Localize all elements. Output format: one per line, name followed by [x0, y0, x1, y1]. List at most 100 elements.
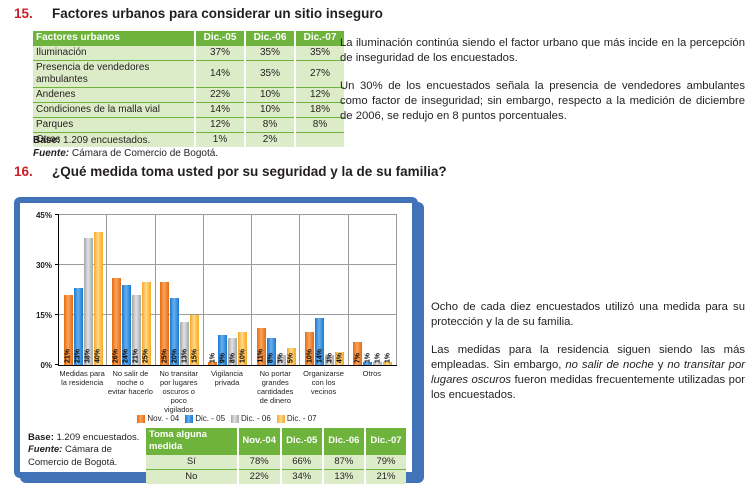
table-cell: 12%	[294, 87, 344, 103]
table-cell: Iluminación	[33, 45, 195, 61]
chart-bar: 20%	[170, 298, 180, 365]
chart-bar: 40%	[93, 231, 103, 365]
table-header-row: Toma alguna medida Nov.-04 Dic.-05 Dic.-06 D…	[146, 428, 406, 455]
table-cell: 2%	[244, 132, 295, 147]
table-cell: 14%	[194, 102, 245, 118]
italic-text-run: no salir de noche	[565, 359, 654, 372]
section16-title: ¿Qué medida toma usted por su seguridad …	[52, 164, 447, 179]
chart-bar-label: 38%	[84, 348, 92, 363]
fuente-text: Cámara de Comercio de Bogotá.	[28, 444, 118, 468]
table-cell: 22%	[236, 469, 281, 484]
table-header-cell: Dic.-05	[279, 428, 323, 455]
section15-text: La iluminación continúa siendo el factor…	[340, 36, 745, 137]
table-cell: 8%	[244, 117, 295, 133]
chart-group: 10% 14% 3% 4%	[300, 215, 348, 365]
chart-bar: 14%	[315, 318, 325, 365]
legend-label: Nov. - 04	[147, 414, 180, 423]
y-axis-tick	[55, 364, 59, 365]
chart-bar: 1%	[373, 353, 383, 365]
section16-number: 16.	[14, 164, 33, 179]
section16-paragraph-2: Las medidas para la residencia siguen si…	[431, 343, 745, 403]
chart-bar-label: 13%	[181, 348, 189, 363]
chart-group: 25% 20% 13% 15%	[156, 215, 204, 365]
chart-category-label: No portar grandes cantidades de dinero	[257, 369, 294, 405]
chart-plot: 21% 23% 38% 40% 26% 24% 21% 25% 25% 20% 13% 15% 1% 9%…	[55, 214, 397, 366]
gridline-horizontal	[59, 214, 397, 215]
table-header-cell: Factores urbanos	[33, 31, 195, 46]
chart-bar-label: 15%	[191, 348, 199, 363]
table-header-cell: Dic.-06	[244, 31, 295, 46]
chart-bar: 21%	[131, 295, 141, 365]
table-cell: 35%	[244, 45, 295, 61]
legend-item: Dic. - 06	[231, 414, 271, 423]
table-cell: 10%	[244, 102, 295, 118]
table-cell: 87%	[321, 454, 365, 470]
table-header-cell: Toma alguna medida	[146, 428, 238, 455]
table-cell: 35%	[244, 60, 295, 88]
legend-label: Dic. - 06	[241, 414, 271, 423]
table-cell: 21%	[363, 469, 406, 484]
chart-bar-label: 26%	[112, 348, 120, 363]
base-label: Base:	[33, 135, 61, 146]
chart-groups: 21% 23% 38% 40% 26% 24% 21% 25% 25% 20% 13% 15% 1% 9%…	[59, 215, 397, 365]
section16-text: Ocho de cada diez encuestados utilizó un…	[431, 300, 745, 416]
text-run: y	[653, 359, 668, 372]
chart-bar: 1%	[208, 353, 218, 365]
table-header-cell: Dic.-07	[363, 428, 406, 455]
chart-bar: 25%	[141, 281, 151, 365]
chart-bar: 23%	[73, 288, 83, 365]
y-axis-tick	[55, 314, 59, 315]
chart-category-label: Otros	[362, 369, 381, 378]
table-cell: 27%	[294, 60, 344, 88]
gridline-vertical	[154, 215, 156, 365]
table-cell: Otros	[33, 132, 195, 147]
table-header-cell: Nov.-04	[236, 428, 281, 455]
table-header-cell: Dic.-07	[294, 31, 344, 46]
section15-source: Base: 1.209 encuestados. Fuente: Cámara …	[33, 134, 218, 160]
fuente-text: Cámara de Comercio de Bogotá.	[69, 148, 219, 159]
table-cell: 13%	[321, 469, 365, 484]
chart-bar: 13%	[180, 321, 190, 365]
chart-bar-label: 4%	[336, 352, 344, 363]
table-row: Condiciones de la malla vial 14% 10% 18%	[33, 102, 344, 118]
table-cell: No	[146, 469, 238, 484]
table-head: Factores urbanos Dic.-05 Dic.-06 Dic.-07	[33, 31, 344, 46]
chart-bar-label: 40%	[94, 348, 102, 363]
table-row: Presencia de vendedores ambulantes 14% 35%…	[33, 60, 344, 88]
section15-number: 15.	[14, 6, 33, 21]
table-cell: 66%	[279, 454, 323, 470]
y-axis-tick	[55, 264, 59, 265]
table-cell: Parques	[33, 117, 195, 133]
chart-bar: 26%	[111, 278, 121, 365]
chart-bar-label: 1%	[384, 352, 392, 363]
chart-category-labels: Medidas para la residencia No salir de no…	[58, 369, 396, 414]
legend-label: Dic. - 07	[286, 414, 317, 423]
factores-urbanos-table: Factores urbanos Dic.-05 Dic.-06 Dic.-07 Ilu…	[33, 31, 344, 147]
chart-bar: 25%	[160, 281, 170, 365]
chart-bar-label: 21%	[132, 348, 140, 363]
chart-bar-label: 1%	[374, 352, 382, 363]
chart-bar: 8%	[266, 338, 276, 365]
table-header-row: Factores urbanos Dic.-05 Dic.-06 Dic.-07	[33, 31, 344, 46]
panel-bottom-row: Base: 1.209 encuestados. Fuente: Cámara …	[28, 428, 406, 484]
legend-swatch	[185, 414, 194, 423]
y-axis-label: 15%	[35, 311, 52, 320]
chart-bar: 21%	[63, 295, 73, 365]
section15-paragraph-1: La iluminación continúa siendo el factor…	[340, 37, 745, 65]
fuente-label: Fuente:	[33, 148, 70, 159]
base-note: Base: 1.209 encuestados.	[33, 134, 218, 147]
chart-bar: 3%	[276, 353, 286, 365]
section15-title: Factores urbanos para considerar un siti…	[52, 6, 383, 21]
table-cell: 10%	[244, 87, 295, 103]
table-cell	[294, 132, 344, 147]
y-axis-label: 45%	[35, 211, 52, 220]
table-cell: 1%	[194, 132, 245, 147]
legend-swatch	[231, 414, 240, 423]
table-cell: Andenes	[33, 87, 195, 103]
table-header-cell: Dic.-06	[321, 428, 365, 455]
table-header-cell: Dic.-05	[194, 31, 245, 46]
table-row: Parques 12% 8% 8%	[33, 117, 344, 133]
fuente-note: Fuente: Cámara de Comercio de Bogotá.	[33, 147, 218, 160]
chart-bar-label: 7%	[354, 352, 362, 363]
